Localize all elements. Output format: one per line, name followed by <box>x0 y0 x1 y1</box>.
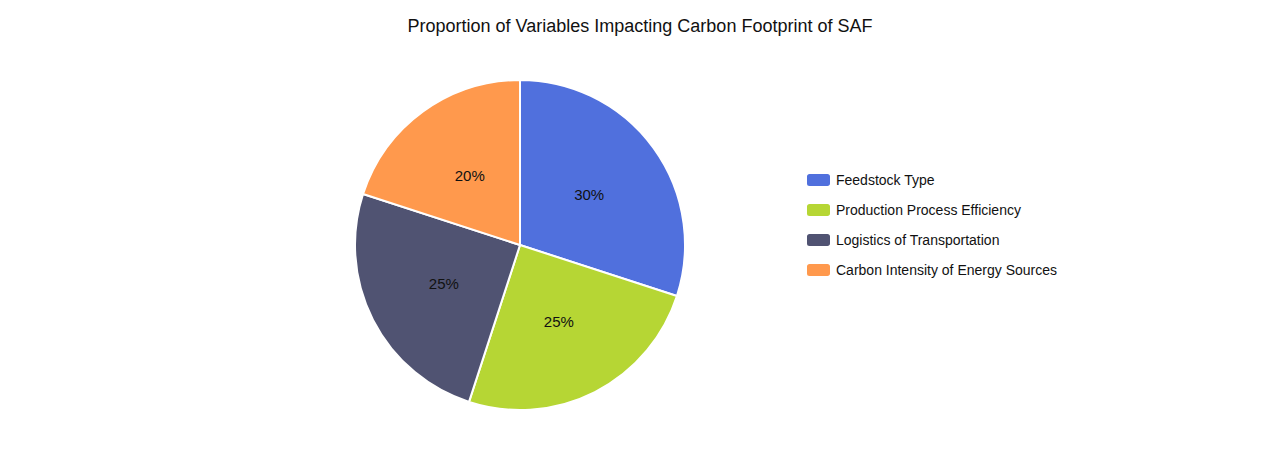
svg-text:25%: 25% <box>429 275 459 292</box>
svg-text:25%: 25% <box>544 313 574 330</box>
svg-text:20%: 20% <box>455 167 485 184</box>
svg-text:Feedstock Type: Feedstock Type <box>836 172 935 188</box>
svg-text:30%: 30% <box>574 186 604 203</box>
svg-text:Logistics of Transportation: Logistics of Transportation <box>836 232 999 248</box>
svg-text:Production Process Efficiency: Production Process Efficiency <box>836 202 1021 218</box>
svg-text:Proportion of Variables Impact: Proportion of Variables Impacting Carbon… <box>408 16 873 36</box>
svg-text:Carbon Intensity of Energy Sou: Carbon Intensity of Energy Sources <box>836 262 1057 278</box>
